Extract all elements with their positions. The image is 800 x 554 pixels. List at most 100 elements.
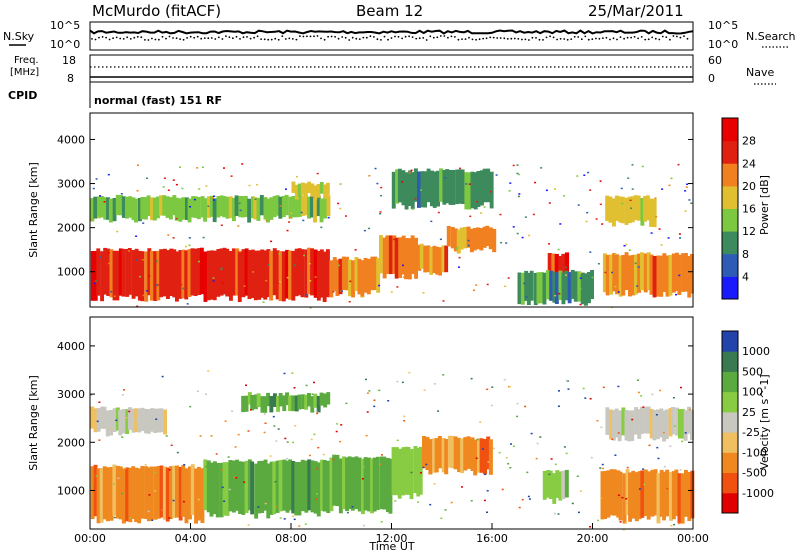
heatmap-cell <box>300 182 305 195</box>
heatmap-cell <box>112 250 117 301</box>
power-colorbar-swatch <box>722 276 738 300</box>
heatmap-cell <box>223 500 226 502</box>
heatmap-cell <box>90 406 95 429</box>
heatmap-cell <box>265 279 268 282</box>
heatmap-cell <box>278 196 283 219</box>
heatmap-cell <box>213 195 216 197</box>
freq-tick-low: 8 <box>67 72 74 85</box>
heatmap-cell <box>620 187 623 190</box>
heatmap-cell <box>291 250 296 301</box>
heatmap-cell <box>688 199 691 201</box>
heatmap-cell <box>286 276 289 279</box>
nsearch-point <box>570 38 573 40</box>
heatmap-cell <box>469 228 474 253</box>
heatmap-cell <box>458 266 460 268</box>
heatmap-cell <box>275 250 280 300</box>
heatmap-cell <box>113 516 116 519</box>
nsearch-point <box>676 35 678 38</box>
heatmap-cell <box>534 181 537 184</box>
heatmap-cell <box>380 194 383 197</box>
heatmap-cell <box>457 169 462 204</box>
heatmap-cell <box>304 294 307 296</box>
nsearch-point <box>686 37 689 40</box>
heatmap-cell <box>256 183 259 186</box>
heatmap-cell <box>341 290 343 292</box>
heatmap-cell <box>254 198 257 201</box>
heatmap-cell <box>288 221 291 223</box>
heatmap-cell <box>655 414 658 416</box>
heatmap-cell <box>219 248 224 296</box>
heatmap-cell <box>175 465 179 518</box>
heatmap-cell <box>289 216 291 219</box>
heatmap-cell <box>461 486 463 488</box>
nsearch-point <box>267 38 270 41</box>
heatmap-cell <box>161 509 164 511</box>
power-colorbar-swatch <box>722 253 738 277</box>
heatmap-cell <box>128 196 133 218</box>
heatmap-cell <box>162 466 167 520</box>
heatmap-cell <box>193 196 198 218</box>
heatmap-cell <box>129 517 132 519</box>
heatmap-cell <box>586 211 589 214</box>
heatmap-cell <box>345 402 348 405</box>
heatmap-cell <box>263 250 268 300</box>
heatmap-cell <box>680 473 685 524</box>
nsearch-point <box>203 37 206 39</box>
heatmap-cell <box>285 188 287 190</box>
nsearch-point <box>249 37 252 40</box>
heatmap-cell <box>262 301 265 303</box>
heatmap-cell <box>175 251 179 302</box>
heatmap-cell <box>558 390 560 392</box>
heatmap-cell <box>131 197 136 221</box>
heatmap-cell <box>162 186 165 188</box>
heatmap-cell <box>441 245 446 273</box>
time-tick-label: 16:00 <box>476 532 508 545</box>
heatmap-cell <box>579 490 582 492</box>
heatmap-cell <box>282 459 287 511</box>
power-ytick-label: 4000 <box>57 133 85 146</box>
heatmap-cell <box>257 250 262 300</box>
nsearch-point <box>295 38 298 41</box>
heatmap-cell <box>584 397 587 399</box>
heatmap-cell <box>447 435 452 468</box>
heatmap-cell <box>486 490 489 492</box>
heatmap-cell <box>239 209 242 212</box>
power-colorbar-tick: 4 <box>742 270 749 283</box>
heatmap-cell <box>499 213 502 216</box>
heatmap-cell <box>366 411 369 413</box>
heatmap-cell <box>134 248 139 297</box>
nsearch-point <box>447 36 449 39</box>
heatmap-cell <box>589 398 592 400</box>
heatmap-cell <box>467 244 470 247</box>
nsearch-point <box>341 36 344 38</box>
heatmap-cell <box>475 284 478 286</box>
heatmap-cell <box>401 235 406 275</box>
heatmap-cell <box>223 167 225 169</box>
heatmap-cell <box>146 290 149 292</box>
heatmap-cell <box>587 171 590 174</box>
heatmap-cell <box>507 463 510 465</box>
velocity-ytick-label: 4000 <box>57 340 85 353</box>
heatmap-cell <box>659 408 664 438</box>
heatmap-cell <box>172 237 175 239</box>
heatmap-cell <box>293 264 296 266</box>
heatmap-cell <box>322 460 327 512</box>
heatmap-cell <box>360 260 365 298</box>
heatmap-cell <box>460 169 465 204</box>
heatmap-cell <box>203 198 207 222</box>
nsearch-point <box>376 38 379 41</box>
heatmap-cell <box>423 389 426 391</box>
nsearch-point <box>538 38 541 41</box>
heatmap-cell <box>136 419 139 421</box>
heatmap-cell <box>294 248 299 297</box>
heatmap-cell <box>274 506 277 508</box>
heatmap-cell <box>491 386 494 388</box>
heatmap-cell <box>205 185 208 187</box>
heatmap-cell <box>605 407 610 435</box>
nsearch-point <box>464 38 467 40</box>
heatmap-cell <box>210 250 214 300</box>
heatmap-cell <box>488 227 493 250</box>
heatmap-cell <box>489 171 494 209</box>
heatmap-cell <box>662 431 665 434</box>
heatmap-cell <box>125 417 128 419</box>
